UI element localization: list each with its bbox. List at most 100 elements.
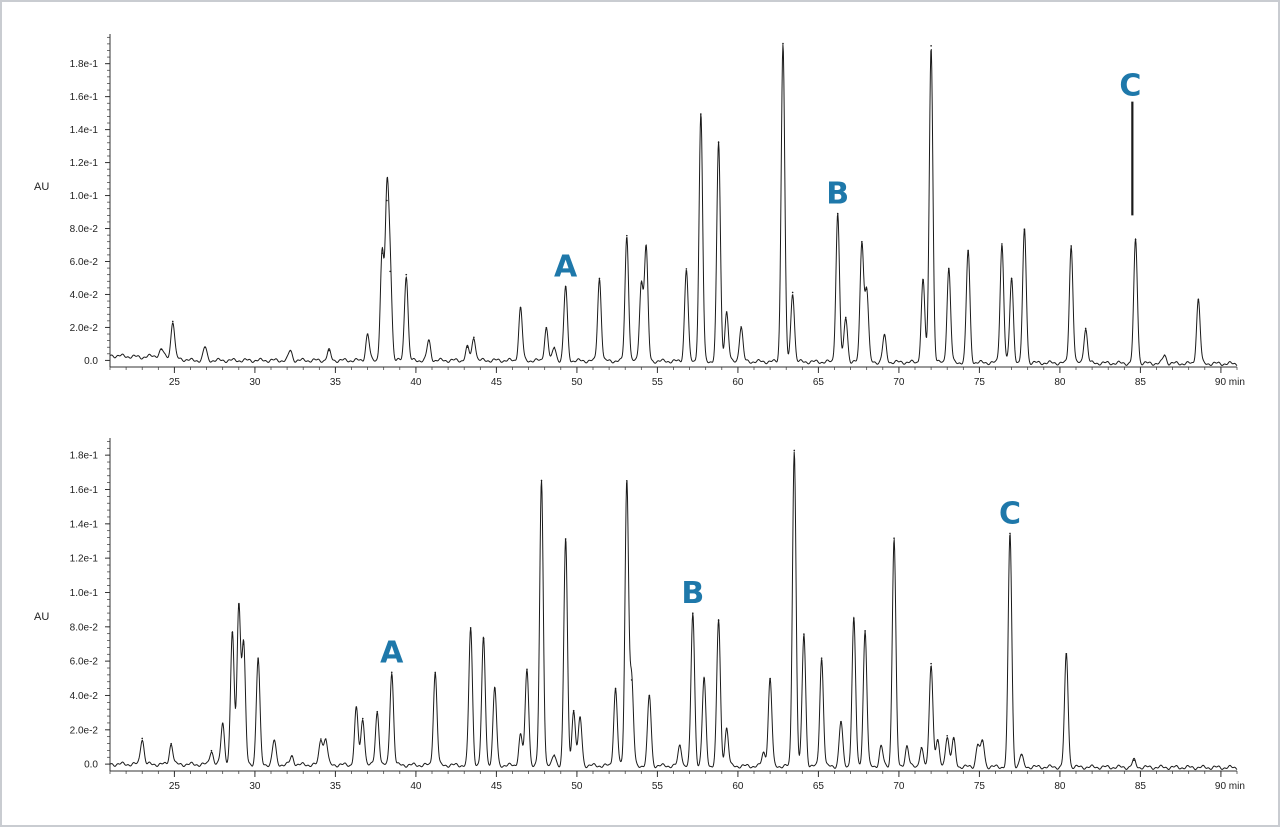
peak-point: [920, 746, 923, 749]
x-tick-label: 75: [974, 781, 986, 792]
peak-point: [922, 279, 924, 281]
peak-point: [564, 538, 567, 540]
peak-point: [725, 311, 728, 313]
x-tick-label: 80: [1054, 781, 1066, 792]
y-tick-label: 1.0e-1: [70, 588, 99, 599]
peak-point: [273, 739, 276, 742]
peak-point: [526, 668, 528, 671]
peak-point: [221, 722, 224, 725]
y-tick-label: 1.8e-1: [70, 59, 99, 70]
peak-point: [1065, 652, 1068, 655]
peak-point: [626, 479, 628, 482]
peak-point: [844, 316, 847, 319]
y-tick-label: 1.4e-1: [70, 125, 99, 136]
x-tick-label: 30: [249, 781, 261, 792]
peak-point: [231, 631, 234, 634]
peak-point: [553, 346, 556, 349]
y-tick-label: 1.4e-1: [70, 519, 99, 530]
peak-point: [469, 627, 472, 629]
x-tick-label: 90 min: [1215, 377, 1245, 388]
peak-point: [238, 604, 240, 606]
x-tick-label: 55: [652, 781, 664, 792]
peak-point: [865, 288, 868, 291]
y-tick-label: 6.0e-2: [70, 257, 99, 268]
y-tick-label: 2.0e-2: [70, 323, 99, 334]
peak-point: [572, 709, 575, 712]
peak-point: [1009, 532, 1011, 535]
peak-point: [946, 734, 948, 737]
peak-point: [700, 113, 702, 115]
peak-point: [820, 657, 823, 659]
y-tick-label: 1.2e-1: [70, 554, 99, 565]
x-tick-label: 30: [249, 377, 261, 388]
x-tick-label: 45: [491, 781, 503, 792]
peak-point: [376, 710, 379, 713]
x-tick-label: 50: [571, 781, 583, 792]
peak-point: [291, 755, 293, 757]
peak-annotation-b: B: [681, 576, 704, 611]
peak-point: [389, 270, 391, 273]
y-tick-label: 1.6e-1: [70, 485, 99, 496]
peak-point: [553, 754, 556, 756]
peak-point: [320, 738, 322, 740]
x-tick-label: 45: [491, 377, 503, 388]
x-tick-label: 60: [732, 781, 744, 792]
peak-point: [703, 677, 705, 680]
peak-point: [519, 733, 522, 736]
y-axis-label: AU: [34, 611, 49, 623]
peak-point: [880, 745, 882, 747]
peak-point: [1020, 754, 1023, 756]
peak-point: [717, 141, 720, 143]
peak-point: [717, 619, 720, 621]
peak-point: [930, 662, 932, 665]
peak-point: [289, 349, 292, 352]
peak-point: [1133, 759, 1135, 762]
peak-point: [1163, 354, 1166, 356]
chromatogram-trace: [109, 44, 1238, 366]
peak-point: [853, 617, 855, 620]
x-tick-label: 25: [169, 781, 181, 792]
peak-point: [361, 717, 364, 720]
peak-point: [598, 277, 601, 280]
peak-point: [803, 633, 805, 635]
peak-point: [948, 267, 950, 270]
peak-point: [864, 630, 866, 632]
x-tick-label: 75: [974, 377, 986, 388]
peak-point: [390, 671, 393, 674]
peak-point: [861, 240, 863, 243]
peak-point: [366, 333, 369, 335]
peak-point: [679, 744, 681, 747]
peak-annotation-a: A: [554, 250, 578, 285]
peak-point: [1197, 298, 1200, 301]
peak-point: [1023, 228, 1026, 231]
peak-point: [519, 306, 522, 309]
peak-point: [930, 45, 932, 47]
y-tick-label: 0.0: [84, 356, 98, 367]
x-tick-label: 55: [652, 377, 664, 388]
peak-point: [1010, 277, 1013, 280]
y-tick-label: 4.0e-2: [70, 691, 99, 702]
peak-point: [976, 743, 979, 746]
peak-annotation-c: C: [1119, 69, 1141, 104]
x-tick-label: 60: [732, 377, 744, 388]
peak-point: [648, 694, 651, 697]
peak-point: [645, 246, 647, 249]
peak-point: [952, 738, 955, 741]
x-tick-label: 25: [169, 377, 181, 388]
peak-point: [936, 740, 939, 742]
peak-annotation-a: A: [380, 635, 404, 670]
peak-point: [725, 727, 728, 730]
peak-point: [405, 273, 408, 276]
x-tick-label: 70: [893, 377, 905, 388]
x-tick-label: 90 min: [1215, 781, 1245, 792]
y-tick-label: 2.0e-2: [70, 725, 99, 736]
peak-point: [836, 212, 839, 215]
x-tick-label: 65: [813, 781, 825, 792]
peak-point: [482, 637, 485, 640]
peak-point: [1001, 243, 1003, 245]
x-tick-label: 65: [813, 377, 825, 388]
peak-point: [967, 249, 969, 252]
chromatogram-top: 0.0 2.0e-2 4.0e-2 6.0e-2 8.0e-2 1.0e-1 1.2e-1 1…: [34, 34, 1245, 388]
